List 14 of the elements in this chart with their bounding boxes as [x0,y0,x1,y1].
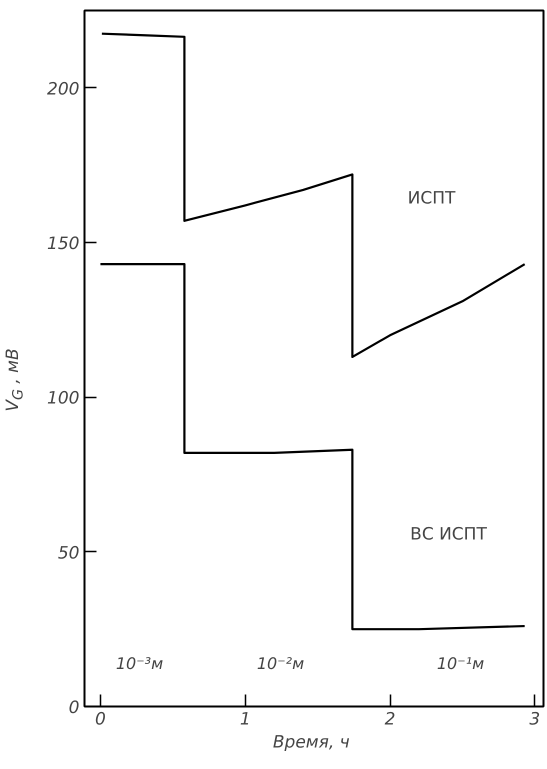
annotation: ВС ИСПТ [410,524,488,544]
y-tick-label: 150 [47,234,80,254]
x-tick-label: 1 [240,710,251,730]
y-tick-label: 200 [47,79,80,100]
y-tick-label: 50 [58,543,80,564]
annotation: ИСПТ [408,188,456,208]
y-tick-label: 100 [47,388,80,409]
annotation: 10⁻³м [116,654,164,673]
x-tick-label: 2 [384,710,396,730]
annotation: 10⁻²м [256,654,304,673]
annotation: 10⁻¹м [436,654,484,673]
x-tick-label: 3 [529,710,540,730]
x-tick-label: 0 [95,710,106,730]
x-axis-title: Время, ч [272,732,350,752]
